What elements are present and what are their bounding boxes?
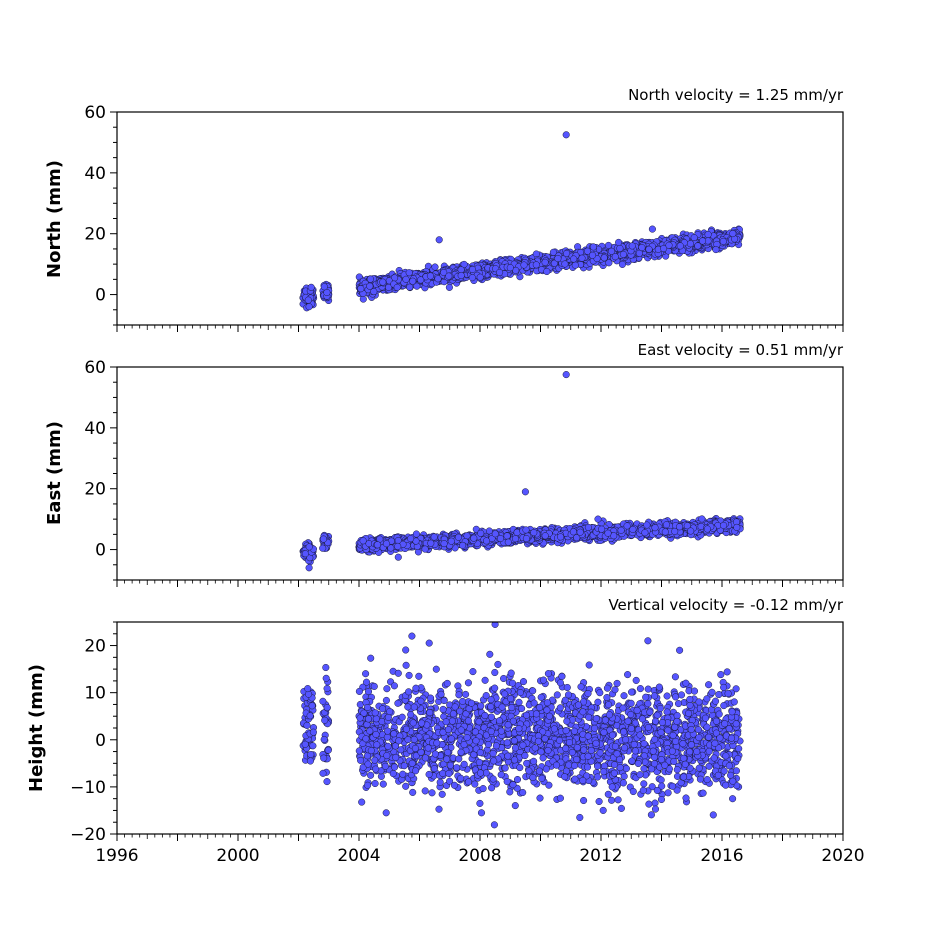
north-y-ticks: 0 20 40 60 xyxy=(84,103,117,326)
north-data-point xyxy=(615,238,623,246)
north-data-point xyxy=(543,267,551,276)
north-data-point xyxy=(426,272,434,280)
north-data-point xyxy=(307,283,315,291)
east-data-point xyxy=(698,515,706,523)
north-points xyxy=(299,131,744,312)
north-data-point xyxy=(676,242,684,250)
north-data-point xyxy=(704,230,712,239)
east-y-tick-label: 40 xyxy=(84,419,106,439)
north-data-point xyxy=(370,288,378,296)
north-y-tick-label: 60 xyxy=(84,103,106,123)
north-data-point xyxy=(445,272,453,280)
north-data-point xyxy=(393,283,401,291)
north-plot-frame xyxy=(116,111,844,326)
north-data-point xyxy=(690,234,698,242)
north-data-point xyxy=(417,276,425,284)
north-y-tick-label: 20 xyxy=(84,225,106,245)
north-data-point xyxy=(440,268,448,277)
north-data-point xyxy=(571,261,579,269)
north-data-point xyxy=(604,241,613,249)
north-data-point xyxy=(541,258,549,266)
east-points xyxy=(299,371,744,572)
north-data-point xyxy=(719,237,727,245)
north-data-point xyxy=(583,247,592,255)
north-data-point xyxy=(645,245,653,253)
north-data-point xyxy=(686,240,694,248)
north-data-point xyxy=(589,243,597,251)
north-data-point xyxy=(570,255,578,263)
east-data-point xyxy=(301,550,309,558)
north-data-point xyxy=(600,254,608,262)
north-y-tick-label: 0 xyxy=(95,286,106,306)
north-data-point xyxy=(694,242,702,250)
north-data-point xyxy=(409,277,417,285)
north-data-point xyxy=(406,283,414,291)
north-data-point xyxy=(665,241,673,249)
east-y-tick-label: 0 xyxy=(95,541,106,561)
north-data-point xyxy=(712,246,720,254)
north-data-point xyxy=(366,275,374,283)
east-y-axis-label: East (mm) xyxy=(44,421,65,525)
east-y-ticks: 0 20 40 60 xyxy=(84,358,117,581)
north-outlier-point xyxy=(648,225,656,233)
north-data-point xyxy=(366,282,374,290)
north-data-point xyxy=(304,296,312,304)
north-outlier-point xyxy=(562,131,570,139)
east-data-point xyxy=(305,543,313,551)
north-data-point xyxy=(496,268,504,276)
north-data-point xyxy=(578,254,586,262)
north-data-point xyxy=(413,282,421,290)
north-data-point xyxy=(468,265,477,274)
north-data-point xyxy=(605,259,613,267)
north-data-point xyxy=(554,254,562,263)
north-data-point xyxy=(699,237,707,245)
north-data-point xyxy=(476,273,484,281)
north-data-point xyxy=(628,242,636,250)
north-data-point xyxy=(611,253,619,261)
north-velocity-title: North velocity = 1.25 mm/yr xyxy=(628,86,844,104)
north-data-point xyxy=(320,283,328,291)
east-y-tick-label: 20 xyxy=(84,480,106,500)
north-data-point xyxy=(638,244,646,252)
north-data-point xyxy=(434,275,442,283)
north-data-point xyxy=(619,250,627,258)
north-data-point xyxy=(506,264,514,272)
north-y-axis-label: North (mm) xyxy=(44,160,65,278)
north-panel: North velocity = 1.25 mm/yr North (mm) 0… xyxy=(44,86,844,332)
north-data-point xyxy=(460,260,468,268)
north-data-point xyxy=(549,248,557,256)
north-data-point xyxy=(357,285,365,293)
north-data-point xyxy=(607,247,616,255)
north-data-point xyxy=(660,244,668,253)
north-data-point xyxy=(379,278,387,286)
north-data-point xyxy=(532,261,540,269)
north-data-point xyxy=(729,230,737,238)
north-data-point xyxy=(618,260,626,268)
north-data-point xyxy=(550,259,558,267)
north-data-point xyxy=(468,274,476,282)
north-data-point xyxy=(405,269,413,277)
east-data-point xyxy=(319,535,328,543)
north-data-point xyxy=(561,260,569,268)
north-data-point xyxy=(588,251,597,259)
east-panel: East velocity = 0.51 mm/yr East (mm) 0 20… xyxy=(44,341,844,587)
north-data-point xyxy=(402,275,410,283)
north-y-tick-label: 40 xyxy=(84,164,106,184)
north-data-point xyxy=(445,283,453,291)
east-y-tick-label: 60 xyxy=(84,358,106,378)
north-data-point xyxy=(431,263,439,271)
east-data-point xyxy=(319,544,327,552)
north-outlier-point xyxy=(435,236,443,244)
north-data-point xyxy=(616,244,624,252)
north-outlier-point xyxy=(305,303,313,311)
north-data-point xyxy=(520,261,528,269)
east-velocity-title: East velocity = 0.51 mm/yr xyxy=(638,341,844,359)
north-data-point xyxy=(457,271,465,280)
east-data-point xyxy=(584,523,592,531)
